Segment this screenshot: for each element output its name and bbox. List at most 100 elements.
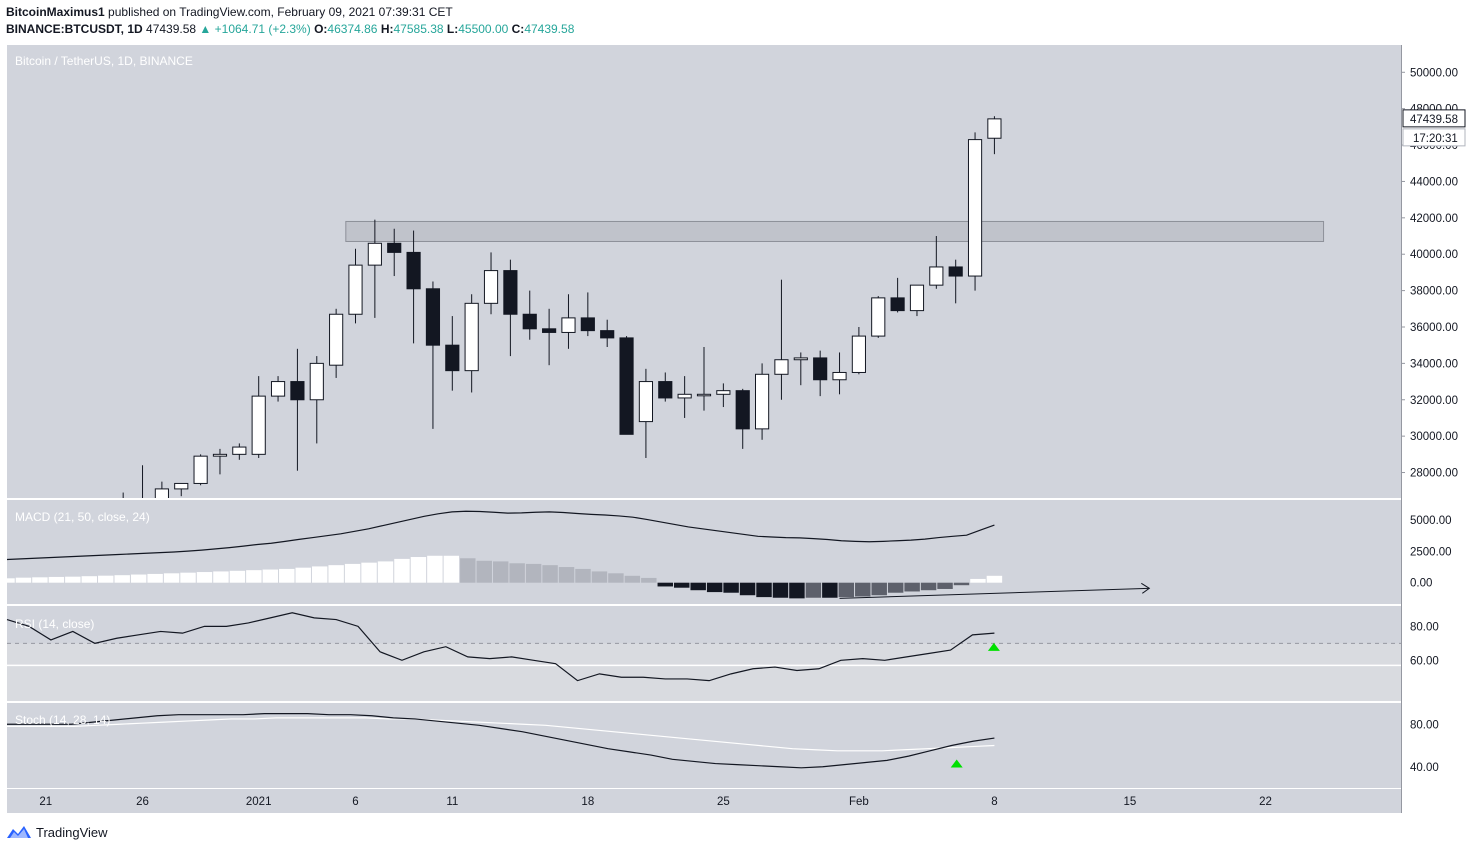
macd-histogram-bar [937,582,953,589]
macd-title: MACD (21, 50, close, 24) [15,510,150,524]
macd-histogram-bar [443,555,460,583]
macd-histogram-bar [805,582,822,598]
macd-histogram-bar [838,582,855,598]
macd-histogram-bar [723,582,739,593]
candle-down [387,242,402,253]
macd-tick-label: 2500.00 [1410,546,1452,558]
candle-up [638,381,653,423]
macd-histogram-bar [114,575,130,583]
stoch-axis-bg [1401,703,1467,788]
candle-down [503,270,518,315]
macd-histogram-bar [756,582,772,598]
candle-down [813,357,828,381]
macd-histogram-bar [591,571,608,583]
macd-histogram-bar [460,558,476,583]
macd-histogram-bar [344,563,361,583]
macd-histogram-bar [377,561,394,583]
tradingview-brand[interactable]: TradingView [36,824,108,840]
macd-histogram-bar [558,567,575,583]
price-tick-label: 50000.00 [1410,67,1458,79]
macd-histogram-bar [394,558,410,583]
rsi-tick-label: 80.00 [1410,621,1439,633]
candle-up [871,297,886,337]
stoch-pane-bg [7,703,1401,788]
candle-up [851,335,866,373]
price-tick-label: 34000.00 [1410,358,1458,370]
candle-up [464,302,479,372]
macd-histogram-bar [427,555,443,583]
publish-info: BitcoinMaximus1 published on TradingView… [6,5,453,20]
candle-down [619,337,634,435]
macd-histogram-bar [575,568,591,583]
price-tick-label: 38000.00 [1410,286,1458,298]
candle-up [212,453,228,457]
price-tick-label: 32000.00 [1410,395,1458,407]
author-name[interactable]: BitcoinMaximus1 [6,5,105,19]
macd-histogram-bar [855,582,871,597]
macd-histogram-bar [196,572,213,583]
rsi-tick-label: 60.00 [1410,655,1439,667]
price-tick-label: 36000.00 [1410,322,1458,334]
last-price-tag [1402,109,1466,128]
macd-histogram-bar [871,582,887,596]
macd-histogram-bar [542,565,558,583]
price-change: +1064.71 (+2.3%) [214,22,311,36]
time-tick-label: 18 [581,796,594,808]
time-tick-label: 2021 [246,796,272,808]
stoch-d-line [7,717,995,752]
price-tick-label: 40000.00 [1410,249,1458,261]
last-price-tag-label: 47439.58 [1410,114,1458,126]
candle-down [580,317,595,332]
high-label: H: [380,22,394,36]
stoch-tick-label: 80.00 [1410,719,1439,731]
candle-up [329,313,344,366]
macd-histogram-bar [970,578,986,583]
low-label: L: [446,22,459,36]
macd-histogram-bar [706,582,723,593]
macd-histogram-bar [986,575,1003,583]
candle-up [696,393,712,397]
chart-title: Bitcoin / TetherUS, 1D, BINANCE [15,54,193,68]
stoch-tick-label: 40.00 [1410,762,1439,774]
macd-histogram-bar [674,582,690,588]
macd-histogram-bar [772,582,789,598]
close-value: 47439.58 [524,22,575,36]
candles-group [122,116,1325,498]
candle-up [774,359,789,375]
macd-histogram-bar [739,582,756,596]
candle-up [174,482,189,490]
candle-down [658,381,673,399]
time-axis-bg [7,789,1401,813]
candle-up [348,264,363,315]
macd-histogram-bar [213,571,229,583]
candle-up [367,242,382,266]
macd-tick-label: 5000.00 [1410,515,1452,527]
candle-up [987,118,1002,139]
time-tick-label: 25 [717,796,730,808]
candle-up [309,362,324,401]
candle-up [483,270,499,304]
footer: TradingView [6,824,108,840]
low-value: 45500.00 [458,22,509,36]
rsi-band [7,643,1401,701]
candle-down [542,328,557,333]
macd-histogram-bar [48,576,65,583]
time-tick-label: 6 [352,796,358,808]
candle-up [832,371,847,381]
macd-histogram-bar [904,582,920,592]
macd-tick-label: 0.00 [1410,578,1432,590]
price-tick-label: 44000.00 [1410,176,1458,188]
macd-histogram-bar [262,569,279,583]
candle-down [425,288,441,346]
price-pane-bg [7,45,1401,498]
time-tick-label: 11 [446,796,458,808]
publish-text: published on TradingView.com, February 0… [108,5,453,19]
candle-down [948,266,963,277]
macd-histogram-bar [492,561,509,583]
macd-histogram-bar [624,575,641,583]
candle-up [193,455,208,484]
macd-line [6,510,995,561]
macd-histogram-bar [887,582,904,593]
macd-histogram-bar [98,575,114,583]
